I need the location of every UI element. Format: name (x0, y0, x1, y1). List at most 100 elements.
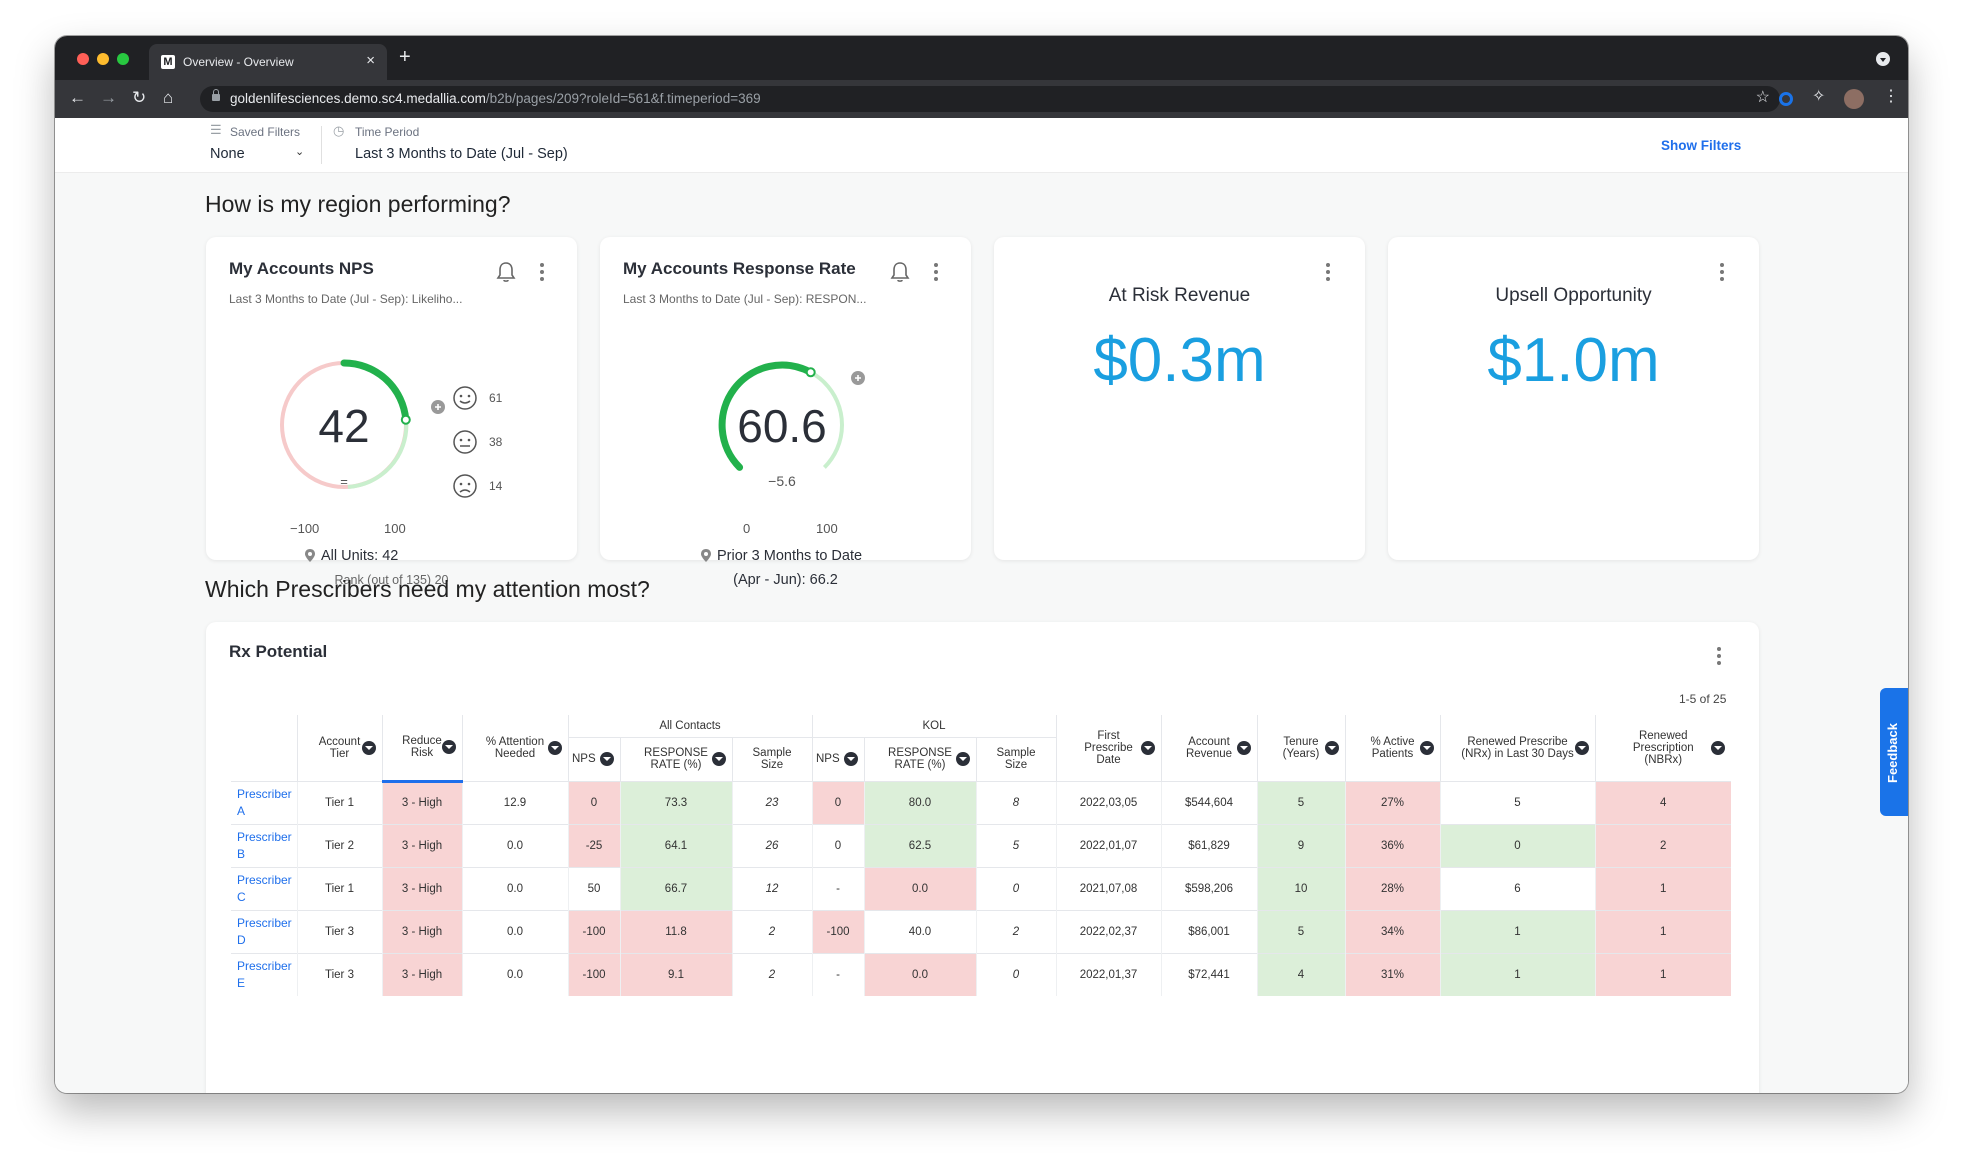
browser-window: M Overview - Overview × + ← → ↻ ⌂ golden… (55, 36, 1908, 1093)
medallia-favicon-icon: M (161, 55, 175, 69)
cell-attention: 0.0 (461, 909, 568, 953)
prescriber-link[interactable]: Prescriber E (231, 952, 297, 996)
sort-chevron-icon[interactable] (361, 740, 376, 755)
sort-chevron-icon[interactable] (1419, 740, 1434, 755)
new-tab-button[interactable]: + (399, 46, 411, 68)
header-first-prescribe-date[interactable]: First Prescribe Date (1055, 715, 1161, 781)
header-renewed-prescription[interactable]: Renewed Prescription (NBRx) (1594, 715, 1731, 781)
prescriber-link[interactable]: Prescriber B (231, 823, 297, 867)
header-account-revenue[interactable]: Account Revenue (1160, 715, 1257, 781)
response-rate-gauge (718, 361, 844, 471)
bookmark-star-icon[interactable]: ☆ (1755, 89, 1770, 106)
card-subtitle: Last 3 Months to Date (Jul - Sep): RESPO… (623, 292, 867, 306)
prescriber-link[interactable]: Prescriber D (231, 909, 297, 953)
tab-search-icon[interactable] (1876, 52, 1890, 66)
card-menu-icon[interactable] (934, 263, 938, 283)
url-text: goldenlifesciences.demo.sc4.medallia.com… (230, 91, 761, 106)
address-bar[interactable]: goldenlifesciences.demo.sc4.medallia.com… (200, 86, 1780, 112)
cell-revenue: $72,441 (1160, 952, 1257, 996)
header-tenure[interactable]: Tenure (Years) (1256, 715, 1345, 781)
cell-kol-resp: 62.5 (863, 823, 976, 867)
maximize-window-button[interactable] (117, 53, 129, 65)
extension-icon[interactable] (1779, 92, 1793, 106)
cell-tier: Tier 2 (296, 823, 382, 867)
sort-chevron-icon[interactable] (1574, 740, 1589, 755)
cell-resp: 9.1 (619, 952, 732, 996)
show-filters-button[interactable]: Show Filters (1661, 138, 1742, 153)
pagination-text: 1-5 of 25 (1679, 692, 1727, 706)
browser-menu-icon[interactable]: ⋮ (1883, 88, 1899, 105)
prescriber-link[interactable]: Prescriber C (231, 866, 297, 910)
sort-chevron-icon[interactable] (1236, 740, 1251, 755)
card-title: Upsell Opportunity (1495, 285, 1652, 306)
saved-filters-select[interactable]: None (210, 146, 245, 162)
minimize-window-button[interactable] (97, 53, 109, 65)
sort-chevron-icon[interactable] (1140, 740, 1155, 755)
rx-potential-card: Rx Potential 1-5 of 25 Account Tier Redu… (206, 622, 1759, 1093)
cell-reduce: 3 - High (381, 823, 462, 867)
reload-icon[interactable]: ↻ (132, 88, 147, 107)
sort-chevron-icon[interactable] (711, 752, 726, 766)
header-active-patients[interactable]: % Active Patients (1344, 715, 1440, 781)
bell-icon[interactable] (890, 261, 910, 283)
tab-title: Overview - Overview (183, 55, 294, 69)
header-kol-sample-size[interactable]: Sample Size (975, 737, 1056, 781)
header-nps[interactable]: NPS (567, 737, 620, 781)
card-title: Rx Potential (229, 642, 328, 661)
sort-chevron-icon[interactable] (547, 740, 562, 755)
header-sample-size[interactable]: Sample Size (731, 737, 812, 781)
header-attention-needed[interactable]: % Attention Needed (461, 715, 568, 781)
header-kol-response-rate[interactable]: RESPONSE RATE (%) (863, 737, 976, 781)
header-response-rate[interactable]: RESPONSE RATE (%) (619, 737, 732, 781)
cell-tenure: 4 (1256, 952, 1345, 996)
card-menu-icon[interactable] (540, 263, 544, 283)
feedback-tab[interactable]: Feedback (1880, 688, 1908, 816)
smiley-face-icon (453, 386, 477, 410)
cell-sample: 26 (731, 823, 812, 867)
cell-tenure: 5 (1256, 780, 1345, 824)
sort-chevron-icon[interactable] (955, 752, 970, 766)
header-account-tier[interactable]: Account Tier (296, 715, 382, 781)
header-label: Renewed Prescription (NBRx) (1632, 729, 1694, 766)
url-path: /b2b/pages/209?roleId=561&f.timeperiod=3… (485, 91, 761, 106)
forward-arrow-icon[interactable]: → (100, 88, 117, 107)
cell-first: 2022,01,07 (1055, 823, 1161, 867)
tab-close-icon[interactable]: × (366, 52, 375, 69)
header-renewed-30-days[interactable]: Renewed Prescribe (NRx) in Last 30 Days (1439, 715, 1595, 781)
cell-kol-resp: 0.0 (863, 952, 976, 996)
cell-sample: 12 (731, 866, 812, 910)
chevron-down-icon[interactable]: ⌄ (295, 146, 305, 158)
tab-bar: M Overview - Overview × + (55, 36, 1908, 80)
info-badge-icon[interactable] (850, 370, 866, 386)
header-label: Reduce Risk (402, 735, 442, 760)
cell-active: 36% (1344, 823, 1440, 867)
home-icon[interactable]: ⌂ (163, 88, 174, 107)
info-badge-icon[interactable] (430, 399, 446, 415)
card-menu-icon[interactable] (1326, 263, 1330, 283)
cell-kol-nps: - (811, 952, 864, 996)
header-label: Renewed Prescribe (NRx) in Last 30 Days (1461, 735, 1574, 760)
header-reduce-risk[interactable]: Reduce Risk (381, 715, 462, 783)
sort-chevron-icon[interactable] (1711, 740, 1725, 755)
back-arrow-icon[interactable]: ← (69, 88, 86, 107)
location-pin-icon (701, 549, 711, 562)
sort-chevron-icon[interactable] (441, 740, 456, 755)
close-window-button[interactable] (77, 53, 89, 65)
header-kol-nps[interactable]: NPS (811, 737, 864, 781)
sort-chevron-icon[interactable] (843, 752, 858, 766)
cell-kol-resp: 40.0 (863, 909, 976, 953)
cell-kol-sample: 5 (975, 823, 1056, 867)
prescriber-link[interactable]: Prescriber A (231, 780, 297, 824)
time-period-select[interactable]: Last 3 Months to Date (Jul - Sep) (355, 146, 568, 162)
bell-icon[interactable] (496, 261, 516, 283)
sort-chevron-icon[interactable] (599, 752, 614, 766)
profile-avatar[interactable] (1844, 89, 1864, 109)
browser-tab[interactable]: M Overview - Overview × (149, 44, 387, 80)
extensions-puzzle-icon[interactable]: ✧ (1812, 88, 1826, 105)
card-menu-icon[interactable] (1717, 647, 1721, 667)
sort-chevron-icon[interactable] (1324, 740, 1339, 755)
cell-sample: 2 (731, 952, 812, 996)
card-menu-icon[interactable] (1720, 263, 1724, 283)
